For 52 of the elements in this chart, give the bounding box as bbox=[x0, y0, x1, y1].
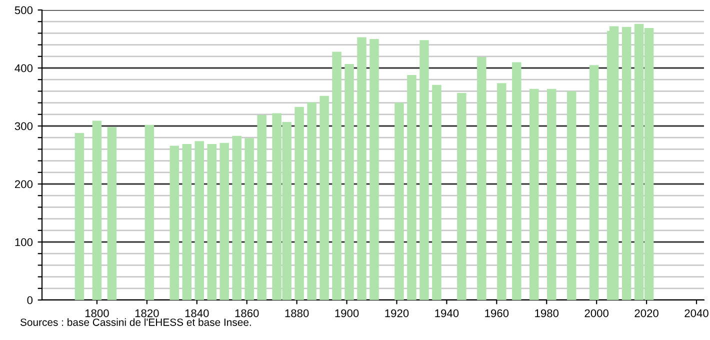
x-tick-label: 1900 bbox=[335, 309, 359, 318]
bar bbox=[332, 52, 342, 300]
x-tick-label: 2040 bbox=[684, 309, 708, 318]
x-tick-label: 1820 bbox=[135, 309, 159, 318]
x-tick-label: 2020 bbox=[634, 309, 658, 318]
bar bbox=[344, 64, 354, 300]
x-tick-label: 1860 bbox=[235, 309, 259, 318]
bar bbox=[170, 146, 180, 300]
bar bbox=[307, 102, 316, 300]
y-tick-label: 300 bbox=[14, 122, 33, 130]
bar bbox=[194, 141, 204, 300]
bar bbox=[182, 144, 192, 300]
x-tick-label: 1960 bbox=[485, 309, 509, 318]
x-tick-label: 1840 bbox=[185, 309, 209, 318]
bar bbox=[244, 138, 254, 300]
bar bbox=[420, 40, 429, 300]
x-tick-label: 1980 bbox=[535, 309, 559, 318]
bar bbox=[144, 124, 154, 300]
bar bbox=[622, 26, 632, 300]
y-tick-label: 200 bbox=[14, 180, 33, 188]
y-tick-label: 400 bbox=[14, 64, 33, 72]
bar bbox=[92, 120, 102, 300]
bar bbox=[530, 88, 539, 300]
bar bbox=[546, 88, 556, 300]
y-tick-label: 100 bbox=[15, 238, 33, 246]
bar bbox=[74, 132, 84, 300]
bar bbox=[394, 102, 404, 300]
bar bbox=[220, 142, 229, 300]
bar bbox=[320, 96, 329, 300]
bar bbox=[477, 56, 486, 300]
bar bbox=[294, 106, 304, 300]
bar bbox=[457, 92, 466, 300]
x-tick-label: 1880 bbox=[285, 309, 309, 318]
y-tick-label: 0 bbox=[27, 296, 33, 304]
bar bbox=[407, 74, 416, 300]
bar bbox=[512, 62, 522, 300]
bar bbox=[432, 84, 442, 300]
bar bbox=[566, 91, 576, 300]
x-tick-label: 1920 bbox=[385, 309, 409, 318]
bar bbox=[497, 83, 506, 300]
y-tick-label: 500 bbox=[14, 6, 33, 14]
bar bbox=[232, 136, 242, 300]
bar bbox=[207, 144, 216, 300]
bar bbox=[370, 39, 379, 300]
bar bbox=[107, 127, 117, 300]
source-note: Sources : base Cassini de l'EHESS et base Insee. bbox=[20, 318, 251, 326]
bar bbox=[357, 37, 366, 300]
bar bbox=[257, 114, 266, 300]
x-tick-label: 1940 bbox=[435, 309, 459, 318]
x-tick-label: 2000 bbox=[584, 309, 609, 318]
x-tick-label: 1800 bbox=[85, 309, 109, 318]
bar bbox=[589, 65, 599, 300]
